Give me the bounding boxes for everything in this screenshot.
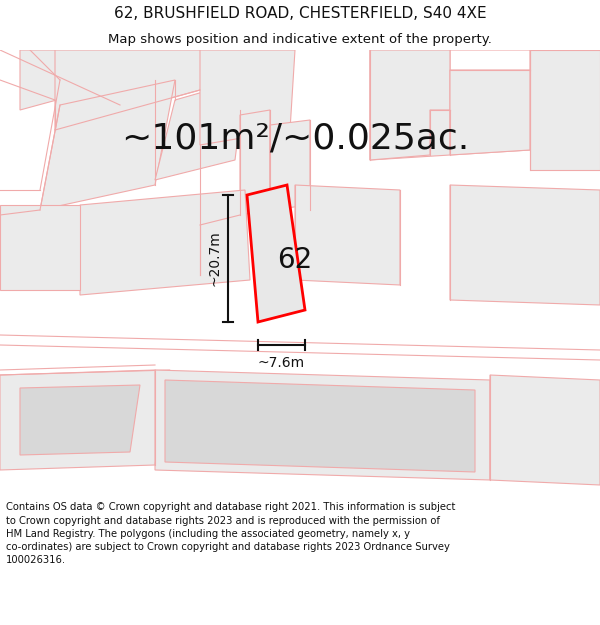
- Text: ~7.6m: ~7.6m: [258, 356, 305, 370]
- Polygon shape: [247, 185, 305, 322]
- Polygon shape: [155, 80, 245, 180]
- Polygon shape: [0, 370, 170, 470]
- Polygon shape: [450, 50, 530, 150]
- Polygon shape: [270, 120, 310, 210]
- Text: Contains OS data © Crown copyright and database right 2021. This information is : Contains OS data © Crown copyright and d…: [6, 503, 455, 565]
- Polygon shape: [450, 185, 600, 305]
- Polygon shape: [80, 190, 250, 295]
- Polygon shape: [450, 70, 530, 155]
- Polygon shape: [20, 50, 170, 110]
- Polygon shape: [40, 80, 175, 210]
- Polygon shape: [165, 380, 475, 472]
- Polygon shape: [155, 370, 490, 480]
- Text: ~101m²/~0.025ac.: ~101m²/~0.025ac.: [121, 121, 469, 155]
- Polygon shape: [240, 110, 270, 215]
- Polygon shape: [20, 385, 140, 455]
- Polygon shape: [370, 50, 450, 160]
- Polygon shape: [295, 185, 400, 285]
- Polygon shape: [490, 375, 600, 485]
- Text: 62: 62: [277, 246, 313, 274]
- Text: Map shows position and indicative extent of the property.: Map shows position and indicative extent…: [108, 32, 492, 46]
- Polygon shape: [530, 50, 600, 170]
- Text: ~20.7m: ~20.7m: [208, 231, 222, 286]
- Text: 62, BRUSHFIELD ROAD, CHESTERFIELD, S40 4XE: 62, BRUSHFIELD ROAD, CHESTERFIELD, S40 4…: [113, 6, 487, 21]
- Polygon shape: [370, 50, 530, 160]
- Polygon shape: [200, 50, 295, 145]
- Polygon shape: [0, 205, 80, 290]
- Polygon shape: [55, 50, 215, 130]
